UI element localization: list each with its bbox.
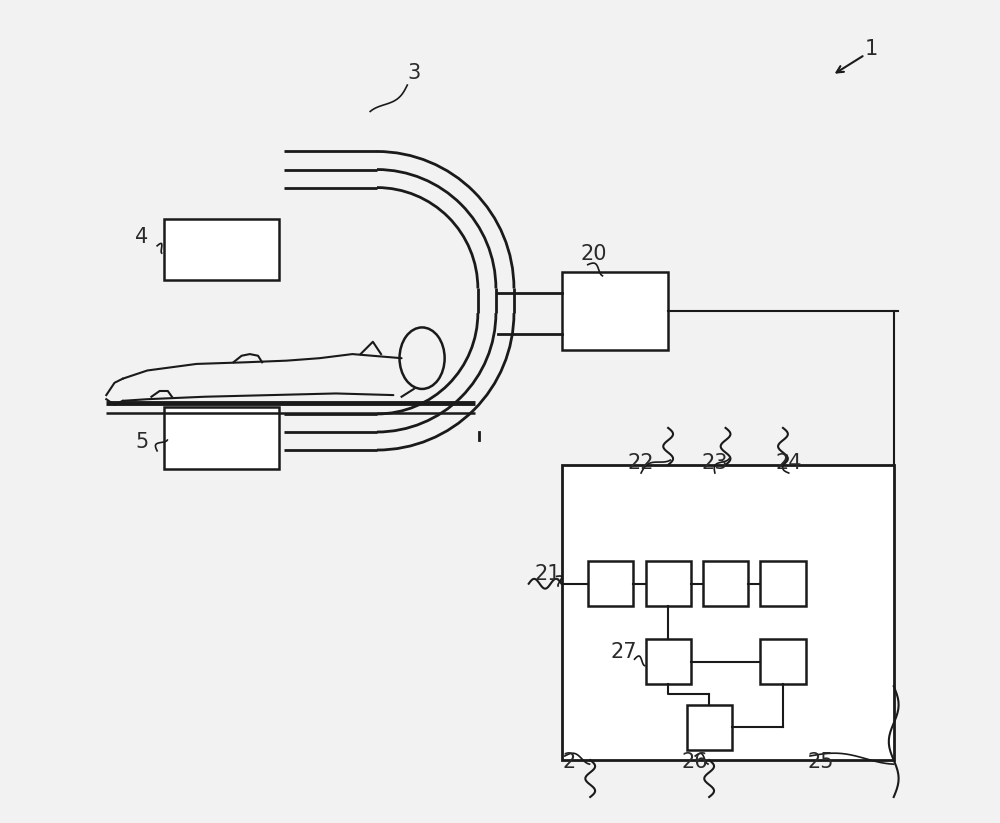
- Text: 4: 4: [135, 227, 148, 248]
- Bar: [164, 407, 279, 469]
- Text: 25: 25: [808, 752, 834, 772]
- Text: 1: 1: [865, 39, 878, 58]
- Bar: [687, 704, 732, 750]
- Bar: [588, 561, 633, 607]
- Bar: [646, 639, 691, 684]
- Bar: [703, 561, 748, 607]
- Bar: [562, 465, 894, 760]
- Text: 26: 26: [682, 752, 709, 772]
- Bar: [164, 219, 279, 281]
- Text: 21: 21: [534, 564, 561, 584]
- Text: 3: 3: [407, 63, 421, 83]
- Text: 2: 2: [562, 752, 576, 772]
- Bar: [760, 639, 806, 684]
- Text: 23: 23: [702, 453, 728, 473]
- Ellipse shape: [400, 328, 445, 389]
- Bar: [646, 561, 691, 607]
- Text: 20: 20: [580, 244, 607, 263]
- Text: 27: 27: [611, 642, 637, 662]
- Text: 22: 22: [628, 453, 654, 473]
- Text: 5: 5: [135, 432, 148, 453]
- Bar: [760, 561, 806, 607]
- Text: 24: 24: [775, 453, 802, 473]
- Bar: [562, 272, 668, 350]
